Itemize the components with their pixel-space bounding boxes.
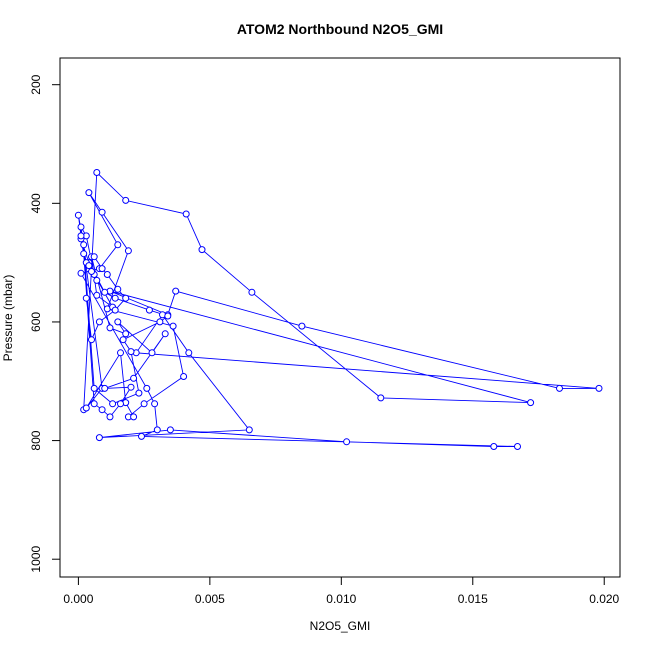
data-point — [90, 384, 98, 392]
data-point — [172, 287, 180, 295]
data-point — [248, 288, 256, 296]
data-point — [185, 349, 193, 357]
data-point — [85, 262, 93, 270]
x-axis: 0.000 0.005 0.010 0.015 0.020 — [63, 576, 620, 606]
data-point — [127, 383, 135, 391]
y-tick-label: 1000 — [29, 546, 43, 573]
data-point — [595, 384, 603, 392]
data-point — [109, 400, 117, 408]
data-point — [103, 271, 111, 278]
data-point — [77, 269, 85, 277]
data-point — [156, 318, 164, 326]
data-point — [117, 400, 124, 408]
x-tick-label: 0.010 — [326, 592, 356, 606]
data-point — [245, 426, 253, 434]
data-point — [114, 318, 122, 326]
data-point — [98, 406, 106, 414]
x-tick-label: 0.005 — [195, 592, 225, 606]
data-point — [93, 169, 101, 176]
data-point — [490, 443, 498, 450]
data-point — [80, 241, 88, 249]
data-point — [114, 241, 122, 249]
data-point — [556, 384, 563, 392]
data-point — [106, 324, 114, 332]
data-point — [80, 250, 88, 258]
data-point — [101, 288, 109, 296]
data-point — [298, 322, 306, 330]
data-point — [138, 432, 145, 440]
data-marks — [74, 169, 603, 450]
data-point — [95, 434, 103, 442]
data-point — [101, 384, 109, 392]
data-point — [88, 336, 95, 344]
y-axis-label: Pressure (mbar) — [1, 275, 15, 362]
data-point — [135, 389, 143, 397]
data-point — [122, 330, 130, 338]
data-point — [111, 306, 119, 314]
data-point — [164, 312, 172, 320]
data-point — [377, 394, 385, 402]
data-point — [122, 294, 130, 302]
data-point — [98, 265, 106, 273]
data-point — [114, 285, 122, 293]
data-point — [140, 400, 148, 408]
data-point — [166, 426, 174, 434]
data-point — [111, 294, 119, 302]
data-point — [85, 189, 93, 197]
y-tick-label: 800 — [29, 430, 43, 450]
data-point — [514, 443, 521, 450]
data-point — [82, 294, 90, 302]
data-point — [127, 348, 135, 356]
data-point — [93, 291, 101, 299]
data-point — [77, 232, 85, 240]
data-point — [88, 268, 95, 275]
data-point — [169, 322, 177, 330]
data-point — [117, 349, 124, 357]
data-point — [95, 318, 103, 326]
data-point — [74, 211, 82, 219]
y-tick-label: 200 — [29, 74, 43, 94]
y-axis: 200 400 600 800 1000 — [29, 74, 60, 573]
data-point — [161, 330, 169, 338]
data-point — [130, 374, 138, 382]
data-point — [124, 247, 132, 255]
data-point — [153, 426, 161, 434]
data-point — [130, 413, 138, 421]
x-axis-label: N2O5_GMI — [310, 619, 371, 633]
data-point — [143, 384, 151, 392]
data-point — [90, 400, 98, 408]
x-tick-label: 0.000 — [63, 592, 93, 606]
chart-title: ATOM2 Northbound N2O5_GMI — [237, 21, 443, 37]
data-point — [148, 349, 156, 357]
x-tick-label: 0.020 — [589, 592, 619, 606]
data-point — [527, 399, 535, 407]
data-point — [180, 373, 188, 380]
y-tick-label: 600 — [29, 312, 43, 332]
data-point — [77, 223, 85, 231]
data-point — [182, 210, 190, 218]
data-point — [93, 276, 101, 284]
data-point — [198, 246, 206, 254]
data-point — [82, 404, 90, 412]
data-point — [122, 196, 130, 204]
data-point — [98, 208, 106, 216]
data-point — [151, 400, 159, 408]
y-tick-label: 400 — [29, 193, 43, 213]
data-point — [119, 336, 127, 344]
data-point — [343, 438, 351, 446]
data-point — [145, 306, 153, 314]
data-point — [90, 253, 98, 261]
x-tick-label: 0.015 — [458, 592, 488, 606]
data-point — [106, 413, 114, 421]
